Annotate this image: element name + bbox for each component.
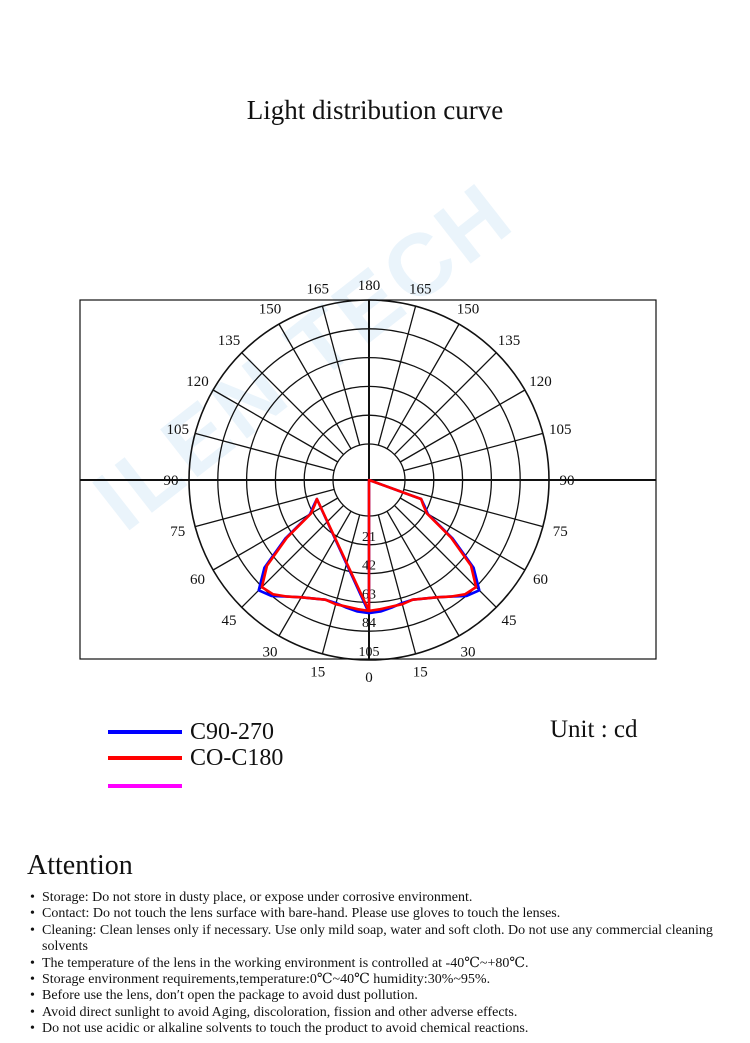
angle-label: 105 [549,422,572,438]
angle-label: 45 [221,613,236,629]
angle-label: 60 [190,572,205,588]
polar-chart: 0 15 30 45 60 75 90 105 120 135 150 165 180 15 30 45 60 7… [79,278,657,686]
grid-spoke [241,352,345,456]
angle-label: 90 [560,473,575,489]
grid-spoke [212,389,339,463]
radial-tick-label: 84 [362,616,376,631]
angle-label: 15 [413,664,428,680]
grid-spoke [321,514,361,655]
angle-label: 75 [170,524,185,540]
angle-label: 45 [502,613,517,629]
angle-label: 135 [218,333,241,349]
grid-spoke [321,305,361,446]
unit-label: Unit : cd [550,716,638,743]
angle-label: 60 [533,572,548,588]
angle-label: 135 [498,333,521,349]
angle-label: 75 [553,524,568,540]
grid-spoke [386,323,460,450]
angle-label: 15 [310,664,325,680]
attention-item: Storage: Do not store in dusty place, or… [30,890,730,907]
legend-swatch-red [108,756,182,760]
attention-list: Storage: Do not store in dusty place, or… [30,890,730,1038]
angle-label: 0 [365,670,373,686]
grid-spoke [403,488,544,528]
attention-item: Storage environment requirements,tempera… [30,972,730,989]
grid-spoke [194,488,335,528]
grid-spoke [403,432,544,472]
attention-item: Cleaning: Clean lenses only if necessary… [30,923,730,956]
legend-swatch-magenta [108,784,182,788]
attention-item: The temperature of the lens in the worki… [30,956,730,973]
legend-swatch-blue [108,730,182,734]
grid-spoke [278,323,352,450]
series-curve-co-c180 [260,478,478,613]
angle-label: 105 [166,422,189,438]
radial-tick-label: 105 [359,645,380,660]
curves [257,478,481,615]
grid-spoke [377,305,417,446]
legend-label-c0-c180: CO-C180 [190,745,284,771]
angle-label: 90 [164,473,179,489]
angle-label: 180 [358,278,381,294]
attention-item: Before use the lens, don′t open the pack… [30,988,730,1005]
attention-item: Contact: Do not touch the lens surface w… [30,906,730,923]
grid-spoke [393,504,497,608]
grid-spoke [393,352,497,456]
angle-label: 120 [529,374,552,390]
grid-spoke [377,514,417,655]
grid-spoke [386,510,460,637]
grid-spoke [399,389,526,463]
grid-spoke [212,497,339,571]
attention-item: Do not use acidic or alkaline solvents t… [30,1021,730,1038]
angle-label: 150 [457,302,480,318]
attention-title: Attention [27,850,133,881]
grid-spoke [399,497,526,571]
grid-spoke [278,510,352,637]
angle-label: 120 [186,374,209,390]
attention-item: Avoid direct sunlight to avoid Aging, di… [30,1005,730,1022]
legend-label-c90-270: C90-270 [190,719,274,745]
angle-label: 165 [409,282,432,298]
angle-label: 150 [259,302,282,318]
grid-spoke [194,432,335,472]
angle-label: 165 [307,282,330,298]
angle-label: 30 [461,644,476,660]
angle-labels: 0 15 30 45 60 75 90 105 120 135 150 165 180 15 30 45 60 7… [164,278,575,686]
chart-title: Light distribution curve [246,95,504,125]
angle-label: 30 [263,644,278,660]
